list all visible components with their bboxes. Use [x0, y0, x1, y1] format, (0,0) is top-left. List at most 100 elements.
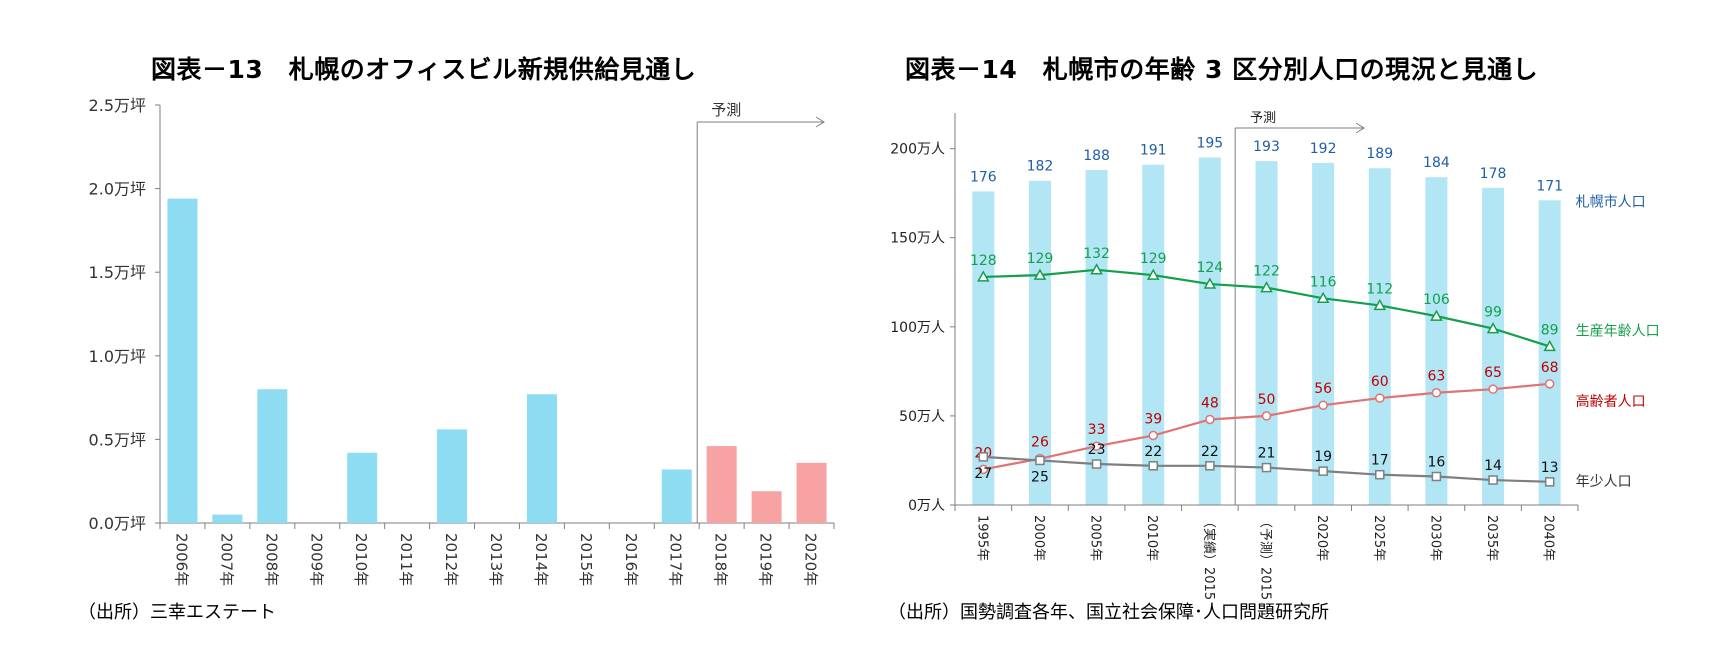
bar-value-label: 171	[1536, 178, 1563, 194]
data-label: 13	[1541, 460, 1559, 476]
data-point	[1148, 430, 1158, 441]
bar	[706, 446, 737, 523]
bar	[257, 389, 288, 523]
data-label: 14	[1484, 458, 1502, 474]
bar	[751, 491, 782, 523]
forecast-arrow-head	[1355, 122, 1365, 134]
y-tick-label: 150万人	[890, 231, 945, 247]
data-point	[1318, 466, 1328, 476]
data-point	[1430, 309, 1443, 321]
bar	[796, 462, 827, 523]
data-point	[1205, 461, 1215, 471]
population-bar	[1028, 180, 1051, 505]
x-tick-label: 2019年	[757, 533, 775, 586]
data-label: 23	[1088, 442, 1106, 458]
data-label: 129	[1027, 251, 1054, 267]
data-label: 48	[1201, 395, 1219, 411]
data-label: 128	[970, 253, 997, 269]
chart2-title: 図表－14 札幌市の年齢 3 区分別人口の現況と見通し	[905, 55, 1539, 84]
data-label: 129	[1140, 251, 1167, 267]
data-point	[1035, 455, 1045, 466]
y-tick-label: 2.5万坪	[89, 96, 146, 115]
y-tick-label: 1.0万坪	[89, 347, 146, 366]
population-bar	[1142, 164, 1165, 505]
data-point	[1261, 462, 1272, 473]
data-label: 65	[1484, 365, 1502, 381]
data-point	[1488, 384, 1498, 394]
data-point	[1148, 461, 1158, 471]
x-tick-label: 2000年	[1031, 515, 1046, 561]
x-tick-label: 2005年	[1088, 515, 1103, 561]
bar	[347, 452, 378, 523]
data-label: 19	[1314, 449, 1332, 465]
bar-value-label: 189	[1366, 146, 1393, 162]
population-bar	[1368, 168, 1391, 505]
data-label: 116	[1310, 274, 1337, 290]
population-chart: 0万人 50万人 100万人 150万人 200万人 1995年 2000年 2005年 201…	[890, 111, 1659, 600]
x-tick-label: 2020年	[802, 533, 820, 586]
x-tick-label: 2007年	[217, 533, 235, 586]
office-supply-chart: 0.0万坪 0.5万坪 1.0万坪 1.5万坪 2.0万坪 2.5万坪 2006年 2007年…	[89, 96, 835, 586]
data-point	[1373, 298, 1387, 311]
series-name-total: 札幌市人口	[1576, 193, 1646, 210]
population-bar	[972, 191, 995, 505]
bar-value-label: 178	[1480, 166, 1507, 182]
y-tick-label: 0.5万坪	[89, 430, 146, 449]
data-label: 132	[1083, 246, 1110, 262]
population-bar	[1085, 170, 1108, 505]
data-point	[1431, 471, 1442, 482]
data-label: 89	[1541, 322, 1559, 338]
data-point	[1375, 393, 1385, 403]
data-point	[978, 464, 989, 475]
data-label: 60	[1371, 374, 1389, 390]
data-label: 63	[1427, 369, 1445, 385]
data-point	[1318, 400, 1328, 410]
x-tick-label: 2014年	[532, 533, 550, 586]
chart2-source: （出所）国勢調査各年、国立社会保障･人口問題研究所	[888, 602, 1329, 623]
x-tick-label: 2013年	[487, 533, 505, 586]
data-label: 39	[1144, 412, 1162, 428]
x-tick-label: 2017年	[667, 533, 685, 586]
data-point	[1033, 268, 1047, 280]
data-label: 16	[1427, 454, 1445, 470]
data-label: 21	[1258, 446, 1276, 462]
bar-value-label: 182	[1027, 159, 1054, 175]
data-label: 22	[1144, 444, 1162, 460]
y-tick-label: 0.0万坪	[89, 514, 146, 533]
x-tick-label: 2010年	[1144, 515, 1159, 561]
bar-value-label: 192	[1310, 141, 1337, 157]
data-point	[1260, 281, 1273, 293]
x-tick-label: 2035年	[1484, 515, 1499, 561]
data-point	[1488, 475, 1498, 485]
bar	[437, 429, 468, 523]
data-point	[1544, 477, 1555, 487]
x-tick-label: 2040年	[1541, 515, 1556, 561]
y-tick-label: 0万人	[908, 498, 945, 514]
bar-value-label: 191	[1140, 143, 1167, 159]
data-point	[1091, 441, 1102, 451]
data-point	[1316, 291, 1330, 304]
data-point	[1375, 469, 1385, 480]
forecast-arrow-head	[815, 116, 825, 128]
y-tick-label: 50万人	[899, 409, 945, 425]
data-point	[1205, 414, 1215, 425]
bar	[526, 394, 557, 523]
data-label: 22	[1201, 444, 1219, 460]
bar-value-label: 188	[1083, 148, 1110, 164]
data-label: 124	[1196, 260, 1223, 276]
population-bar	[1312, 162, 1335, 505]
data-point	[978, 452, 989, 462]
data-label: 106	[1423, 292, 1450, 308]
y-tick-label: 1.5万坪	[89, 263, 146, 282]
x-tick-label: 2030年	[1427, 515, 1442, 561]
x-tick-label: 2008年	[262, 533, 280, 586]
x-tick-label: 2011年	[397, 533, 415, 586]
bar-value-label: 184	[1423, 155, 1450, 171]
data-point	[1203, 277, 1217, 289]
data-label: 17	[1371, 453, 1389, 469]
data-label: 68	[1541, 360, 1559, 376]
series-name-youth: 年少人口	[1576, 474, 1632, 490]
x-tick-label: 2020年	[1314, 515, 1329, 561]
x-tick-label: 2018年	[712, 533, 730, 586]
data-label: 56	[1314, 381, 1332, 397]
